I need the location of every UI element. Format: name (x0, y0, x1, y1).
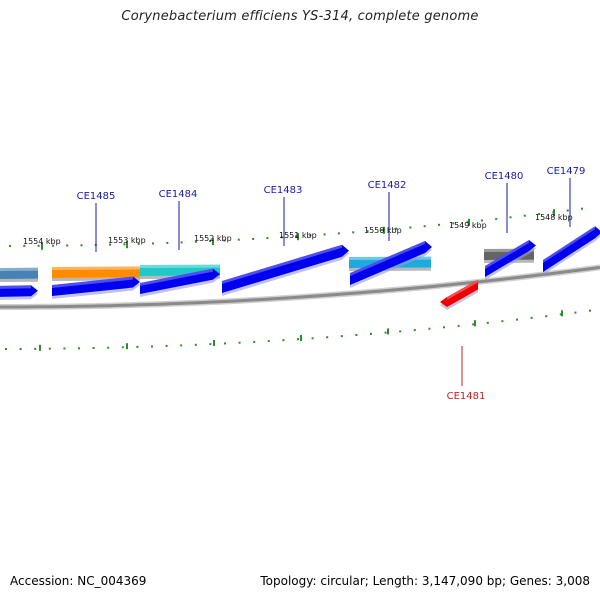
cds-CE1483 (222, 244, 349, 296)
cds-CE1482 (350, 240, 432, 288)
backbone-line (0, 265, 600, 309)
cds-CE1479 (543, 226, 600, 275)
cds-partial-left (0, 285, 38, 300)
tick-label: 1550 kbp (364, 226, 402, 235)
tick-label: 1549 kbp (449, 221, 487, 230)
cds-CE1484 (140, 268, 220, 297)
tick-label: 1552 kbp (194, 234, 232, 243)
tick-label: 1553 kbp (108, 236, 146, 245)
map-title: Corynebacterium efficiens YS-314, comple… (121, 9, 479, 24)
cds-track (0, 226, 600, 310)
genome-backbone (0, 264, 600, 310)
tick-labels: 1554 kbp 1553 kbp 1552 kbp 1551 kbp 1550 kbp… (23, 209, 573, 250)
tick-label: 1554 kbp (23, 237, 61, 246)
gene-label[interactable]: CE1480 (485, 171, 524, 182)
minor-ticks-bottom (5, 309, 591, 351)
cds-CE1485 (52, 276, 140, 299)
tick-label: 1548 kbp (535, 213, 573, 222)
gene-label[interactable]: CE1479 (547, 166, 586, 177)
gene-label[interactable]: CE1485 (77, 191, 116, 202)
gene-labels: CE1485 CE1484 CE1483 CE1482 CE1481 CE1480 CE14… (77, 166, 586, 402)
tick-label: 1551 kbp (279, 231, 317, 240)
gene-label[interactable]: CE1484 (159, 189, 198, 200)
cds-CE1480 (485, 239, 536, 280)
feature-partial (0, 267, 38, 282)
minor-ticks-top (9, 207, 583, 247)
cds-CE1481 (440, 279, 478, 310)
gene-label[interactable]: CE1483 (264, 185, 303, 196)
gene-label[interactable]: CE1481 (447, 391, 486, 402)
genome-summary: Topology: circular; Length: 3,147,090 bp… (260, 574, 590, 588)
gene-label[interactable]: CE1482 (368, 180, 407, 191)
accession-label: Accession: NC_004369 (10, 574, 147, 588)
